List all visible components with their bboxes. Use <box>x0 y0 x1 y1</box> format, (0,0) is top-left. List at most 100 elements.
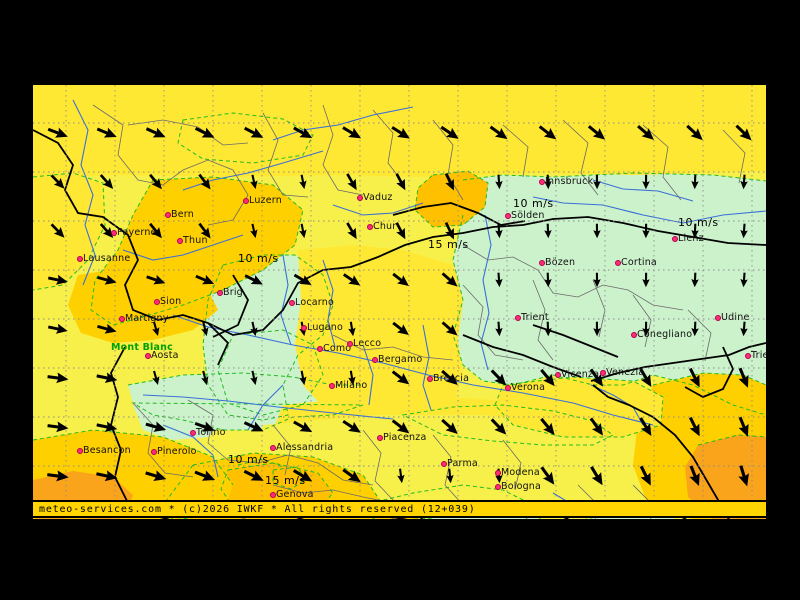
wind-arrow-icon <box>47 127 68 138</box>
wind-arrow-icon <box>299 223 307 239</box>
city-marker-icon <box>672 236 678 242</box>
city-label: Verona <box>505 382 545 393</box>
wind-arrow-icon <box>243 421 264 432</box>
wind-arrow-icon <box>146 274 166 285</box>
wind-arrow-icon <box>149 173 162 190</box>
city-label: Genova <box>270 489 314 500</box>
wind-arrow-icon <box>639 417 652 437</box>
city-marker-icon <box>505 385 511 391</box>
wind-arrow-icon <box>544 223 552 239</box>
city-label: Trient <box>515 312 549 323</box>
wind-arrow-icon <box>250 174 258 190</box>
wind-arrow-icon <box>740 321 748 337</box>
city-name: Martigny <box>125 313 169 324</box>
wind-arrow-icon <box>446 468 454 484</box>
city-marker-icon <box>317 346 323 352</box>
wind-arrow-icon <box>440 125 459 139</box>
city-marker-icon <box>600 370 606 376</box>
city-marker-icon <box>77 448 83 454</box>
wind-arrow-icon <box>589 368 604 387</box>
wind-arrow-icon <box>152 321 160 337</box>
weather-map[interactable]: 10 m/s15 m/s10 m/s10 m/s10 m/s15 m/s15 m… <box>33 85 766 519</box>
city-label: Lienz <box>672 233 704 244</box>
city-marker-icon <box>77 256 83 262</box>
wind-arrow-icon <box>642 174 650 190</box>
wind-arrow-icon <box>688 416 700 437</box>
wind-arrow-icon <box>740 272 748 288</box>
city-label: Brescia <box>427 373 469 384</box>
wind-arrow-icon <box>391 126 410 139</box>
wind-arrow-icon <box>250 321 258 337</box>
wind-arrow-icon <box>544 174 552 190</box>
wind-arrow-icon <box>495 174 503 190</box>
wind-arrow-icon <box>590 465 603 486</box>
city-name: Sölden <box>511 210 545 221</box>
city-name: Besancon <box>83 445 131 456</box>
wind-speed-label: 15 m/s <box>428 238 469 251</box>
city-name: Venezia <box>606 367 645 378</box>
city-marker-icon <box>372 357 378 363</box>
city-marker-icon <box>367 224 373 230</box>
wind-arrow-icon <box>642 272 650 288</box>
wind-arrow-icon <box>97 274 117 285</box>
wind-arrow-icon <box>250 223 258 239</box>
wind-arrow-icon <box>152 370 160 386</box>
wind-arrow-icon <box>391 419 410 434</box>
zone-gold-bottomleft <box>63 517 91 519</box>
city-name: Lugano <box>307 322 344 333</box>
wind-arrow-icon <box>348 370 356 386</box>
wind-arrow-icon <box>292 469 313 482</box>
wind-arrow-icon <box>490 369 507 386</box>
wind-speed-zones <box>33 85 766 519</box>
city-label: Aosta <box>145 350 179 361</box>
isotach-contours <box>33 112 766 519</box>
wind-arrow-icon <box>395 173 406 191</box>
wind-arrow-icon <box>244 274 263 285</box>
wind-arrow-icon <box>47 323 68 334</box>
city-name: Alessandria <box>276 442 334 453</box>
wind-arrow-icon <box>346 173 357 191</box>
wind-arrow-icon <box>441 321 458 336</box>
city-marker-icon <box>177 238 183 244</box>
city-name: Parma <box>447 458 478 469</box>
city-name: Vaduz <box>363 192 393 203</box>
city-name: Bözen <box>545 257 576 268</box>
city-marker-icon <box>111 230 117 236</box>
wind-arrow-icon <box>392 321 409 336</box>
wind-arrow-icon <box>250 370 258 386</box>
city-marker-icon <box>165 212 171 218</box>
city-name: Como <box>323 343 352 354</box>
city-label: Mont Blanc <box>111 342 173 353</box>
city-label: Modena <box>495 467 540 478</box>
wind-arrow-icon <box>444 172 454 191</box>
city-name: Payerne <box>117 227 157 238</box>
wind-arrow-icon <box>392 272 409 287</box>
wind-arrow-icon <box>637 124 654 140</box>
wind-arrow-icon <box>738 465 749 487</box>
city-label: Torino <box>190 427 226 438</box>
wind-arrow-icon <box>691 223 699 239</box>
city-label: Trieste <box>745 350 766 361</box>
wind-arrow-icon <box>441 418 458 435</box>
wind-arrow-icon <box>145 421 167 432</box>
wind-arrow-icon <box>97 323 117 334</box>
zone-yellow-adria-south <box>495 377 663 437</box>
zone-gold-valais2 <box>68 267 218 343</box>
city-marker-icon <box>145 353 151 359</box>
wind-arrow-icon <box>740 174 748 190</box>
wind-arrow-icon <box>688 367 700 388</box>
city-marker-icon <box>377 435 383 441</box>
wind-arrow-icon <box>738 416 749 437</box>
city-label: Alessandria <box>270 442 334 453</box>
wind-arrow-icon <box>490 418 507 435</box>
city-name: Torino <box>196 427 226 438</box>
wind-arrow-icon <box>639 368 652 388</box>
wind-arrow-icon <box>96 421 118 433</box>
wind-arrow-icon <box>198 222 211 239</box>
wind-arrow-icon <box>495 272 503 288</box>
city-label: Sion <box>154 296 181 307</box>
city-label: Locarno <box>289 297 334 308</box>
city-label: Vaduz <box>357 192 393 203</box>
city-name: Conegliano <box>637 329 693 340</box>
city-marker-icon <box>119 316 125 322</box>
